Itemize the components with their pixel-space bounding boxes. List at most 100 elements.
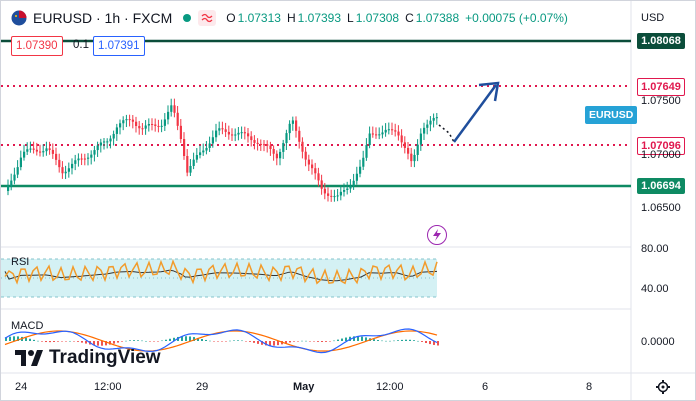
macd-histogram-bar xyxy=(421,341,423,342)
candle-body xyxy=(16,167,19,175)
macd-histogram-bar xyxy=(213,341,215,342)
candle-body xyxy=(189,165,192,173)
candle-body xyxy=(119,123,122,128)
macd-histogram-bar xyxy=(397,340,399,341)
macd-histogram-bar xyxy=(37,340,39,342)
candle-body xyxy=(48,148,51,150)
candle-body xyxy=(240,132,243,134)
candle-body xyxy=(339,191,342,196)
macd-histogram-bar xyxy=(193,337,195,341)
macd-histogram-bar xyxy=(309,341,311,342)
candle-body xyxy=(381,132,384,135)
macd-histogram-bar xyxy=(77,341,79,342)
time-tick: 29 xyxy=(196,381,209,393)
macd-histogram-bar xyxy=(393,340,395,342)
macd-histogram-bar xyxy=(285,341,287,344)
macd-histogram-bar xyxy=(269,341,271,346)
macd-histogram-bar xyxy=(25,337,27,341)
macd-histogram-bar xyxy=(149,341,151,342)
projection-arrow-line xyxy=(452,84,498,143)
candle-body xyxy=(208,143,211,148)
candle-body xyxy=(138,125,141,129)
candle-body xyxy=(39,151,42,153)
macd-histogram-bar xyxy=(437,341,439,346)
spread-value: 0.1 xyxy=(73,39,89,51)
macd-histogram-bar xyxy=(41,341,43,342)
macd-histogram-bar xyxy=(225,341,227,342)
candle-body xyxy=(115,127,118,134)
candle-body xyxy=(429,120,432,125)
candle-body xyxy=(55,153,58,160)
candle-body xyxy=(215,130,218,138)
macd-histogram-bar xyxy=(261,341,263,345)
macd-histogram-bar xyxy=(241,340,243,342)
buy-button[interactable]: 1.07391 xyxy=(93,36,145,56)
candle-body xyxy=(122,120,125,124)
candle-body xyxy=(336,195,339,197)
candle-body xyxy=(19,157,22,168)
time-tick: 12:00 xyxy=(94,381,122,393)
currency-selector[interactable]: USD xyxy=(641,12,665,24)
macd-histogram-bar xyxy=(9,336,11,341)
price-tick: 1.07500 xyxy=(641,95,681,107)
macd-histogram-bar xyxy=(289,341,291,343)
candle-body xyxy=(90,154,93,158)
macd-histogram-bar xyxy=(429,341,431,345)
candle-body xyxy=(391,129,394,131)
macd-histogram-bar xyxy=(321,341,323,342)
macd-histogram-bar xyxy=(125,340,127,342)
candle-body xyxy=(221,128,224,130)
macd-histogram-bar xyxy=(57,341,59,342)
macd-histogram-bar xyxy=(237,340,239,341)
macd-signal-line xyxy=(4,330,438,352)
lightning-icon[interactable] xyxy=(427,225,447,245)
macd-histogram-bar xyxy=(5,337,7,341)
candle-body xyxy=(58,159,61,168)
candle-body xyxy=(234,134,237,136)
macd-histogram-bar xyxy=(197,337,199,341)
candle-body xyxy=(359,166,362,174)
sell-button[interactable]: 1.07390 xyxy=(11,36,63,56)
macd-histogram-bar xyxy=(265,341,267,346)
market-status-icon xyxy=(182,13,192,23)
candle-body xyxy=(151,124,154,126)
candle-body xyxy=(99,142,102,146)
candle-body xyxy=(397,131,400,136)
candle-body xyxy=(432,117,435,121)
macd-histogram-bar xyxy=(141,340,143,342)
candle-body xyxy=(253,140,256,143)
candle-body xyxy=(269,145,272,150)
level-label-support: 1.06694 xyxy=(637,178,685,194)
macd-histogram-bar xyxy=(45,341,47,343)
candle-body xyxy=(419,133,422,145)
candle-body xyxy=(307,159,310,165)
candle-body xyxy=(109,138,112,142)
macd-histogram-bar xyxy=(93,341,95,346)
candle-body xyxy=(327,193,330,196)
candle-body xyxy=(157,125,160,127)
candle-body xyxy=(298,130,301,142)
candle-body xyxy=(112,133,115,139)
replay-icon[interactable] xyxy=(198,10,217,26)
candle-body xyxy=(192,159,195,166)
macd-histogram-bar xyxy=(13,336,15,341)
gear-icon[interactable] xyxy=(655,379,671,395)
symbol-title[interactable]: EURUSD · 1h · FXCM xyxy=(33,10,173,26)
candle-body xyxy=(202,150,205,153)
level-label-top: 1.08068 xyxy=(637,33,685,49)
candle-body xyxy=(301,141,304,152)
tradingview-logo-icon xyxy=(15,350,43,366)
macd-histogram-bar xyxy=(201,338,203,341)
candle-body xyxy=(167,111,170,120)
macd-histogram-bar xyxy=(301,340,303,342)
candle-body xyxy=(259,143,262,145)
candle-body xyxy=(131,119,134,122)
macd-histogram-bar xyxy=(105,341,107,346)
candle-body xyxy=(362,157,365,167)
rsi-band xyxy=(1,259,437,297)
candle-body xyxy=(96,145,99,151)
macd-histogram-bar xyxy=(185,336,187,341)
macd-line xyxy=(4,328,438,354)
candle-body xyxy=(304,151,307,160)
